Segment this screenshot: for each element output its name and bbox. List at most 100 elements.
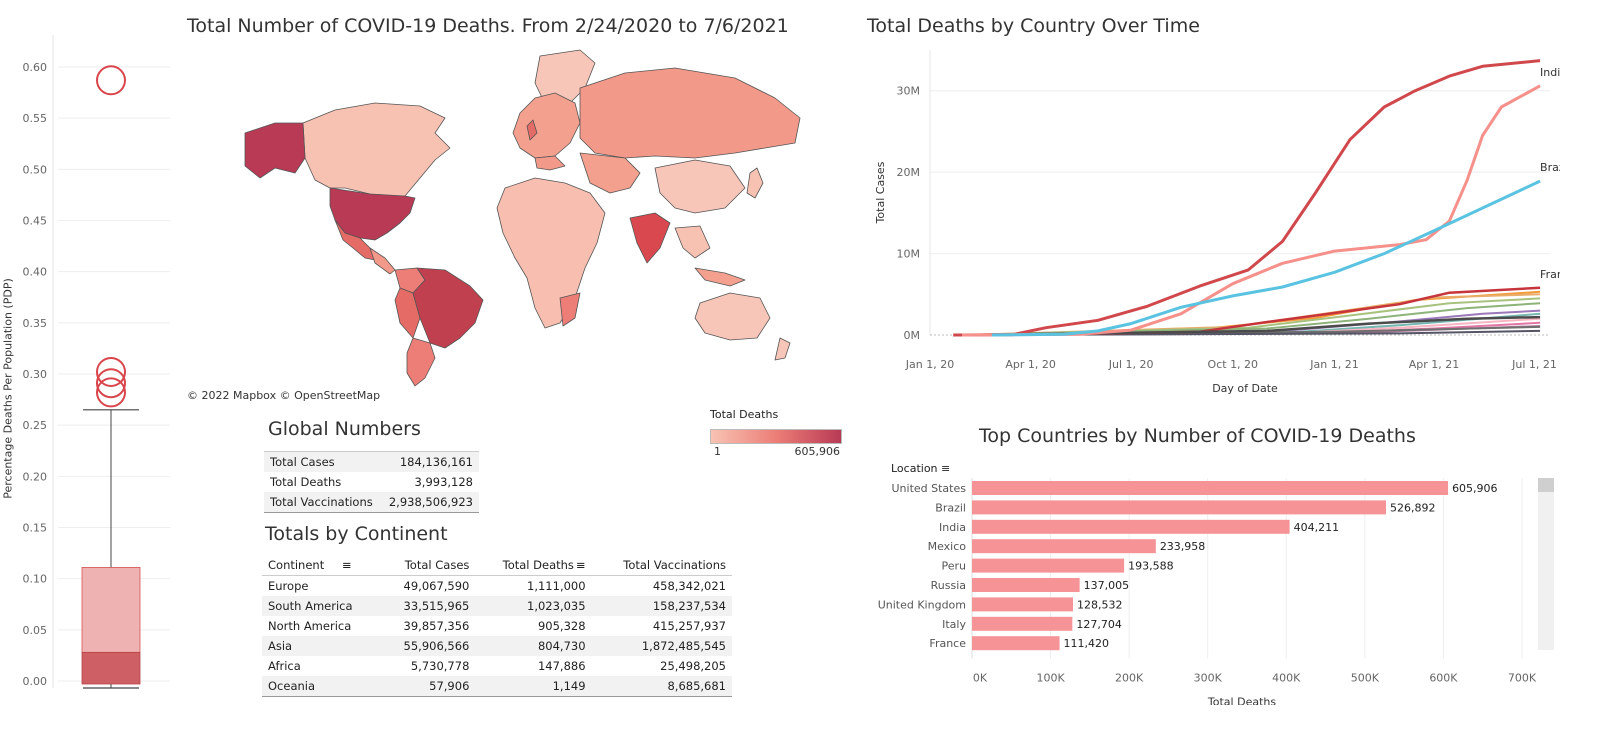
table-cell: 804,730	[475, 636, 592, 656]
bar-location-header[interactable]: Location ≡	[891, 462, 951, 475]
category-label[interactable]: Brazil	[935, 501, 966, 514]
table-cell: 905,328	[537, 619, 586, 633]
bar[interactable]	[972, 558, 1125, 573]
table-cell: South America	[262, 596, 381, 616]
outlier-point[interactable]	[96, 377, 126, 408]
series-line[interactable]	[961, 84, 1541, 337]
map-india[interactable]	[629, 212, 671, 264]
x-tick-label: Jan 1, 21	[1309, 358, 1358, 371]
outlier-point[interactable]	[96, 65, 126, 96]
global-numbers-title: Global Numbers	[268, 418, 421, 440]
x-tick-label: Jan 1, 20	[905, 358, 954, 371]
table-row: Total Cases 184,136,161	[264, 451, 479, 472]
y-tick-label: 0.55	[23, 112, 48, 125]
map-argentina[interactable]	[406, 337, 436, 387]
category-label[interactable]: United States	[892, 482, 967, 495]
map-legend-min: 1	[714, 445, 721, 458]
category-label[interactable]: Peru	[941, 560, 966, 573]
map-canada[interactable]	[302, 102, 451, 199]
x-tick-label: 700K	[1508, 672, 1537, 685]
table-cell: 415,257,937	[652, 619, 726, 633]
y-tick-label: 0.60	[23, 61, 48, 74]
table-cell: 57,906	[380, 676, 476, 697]
bar-chart[interactable]: 0K 100K 200K 300K 400K 500K 600K 700K United Sta…	[860, 470, 1560, 705]
bar[interactable]	[972, 481, 1449, 495]
bar[interactable]	[972, 539, 1156, 554]
box-lower[interactable]	[81, 651, 141, 685]
table-cell: 8,685,681	[591, 676, 732, 697]
map-attribution[interactable]: © 2022 Mapbox © OpenStreetMap	[187, 389, 381, 402]
category-label[interactable]: Italy	[942, 618, 966, 631]
line-chart[interactable]: 0M 10M 20M 30M Jan 1, 20 Apr 1, 20 Jul 1, 20 Oc…	[860, 45, 1560, 400]
table-row: Total Vaccinations 2,938,506,923	[264, 492, 479, 513]
table-cell: 55,906,566	[380, 636, 476, 656]
y-tick-label: 0.40	[23, 266, 48, 279]
category-label[interactable]: Mexico	[928, 540, 967, 553]
map-africa[interactable]	[496, 177, 606, 329]
series-line[interactable]	[964, 315, 1541, 337]
category-label[interactable]: United Kingdom	[878, 598, 966, 611]
category-label[interactable]: India	[939, 521, 966, 534]
table-row: Oceania 57,906 1,149 8,685,681	[262, 676, 732, 697]
map-europe[interactable]	[512, 92, 581, 159]
map-alaska[interactable]	[244, 122, 306, 179]
x-tick-label: Apr 1, 21	[1409, 358, 1460, 371]
table-cell: 1,872,485,545	[591, 636, 732, 656]
map-russia[interactable]	[579, 67, 801, 159]
x-tick-label: 500K	[1351, 672, 1380, 685]
deaths-header[interactable]: Total Deaths ≡	[475, 555, 592, 576]
bar[interactable]	[972, 578, 1080, 592]
bar[interactable]	[972, 500, 1386, 515]
table-row: South America 33,515,965 1,023,035 158,237,…	[262, 596, 732, 616]
table-cell: North America	[268, 619, 352, 633]
table-cell: 1,149	[475, 676, 592, 697]
y-axis-label: Total Cases	[874, 161, 887, 224]
world-map[interactable]	[235, 48, 810, 388]
map-title: Total Number of COVID-19 Deaths. From 2/…	[187, 15, 789, 37]
x-axis-label: Day of Date	[1212, 382, 1278, 395]
continent-header[interactable]: Continent ≡	[262, 555, 381, 576]
bar-scrollbar-thumb[interactable]	[1538, 478, 1554, 492]
table-cell: 33,515,965	[380, 596, 476, 616]
cases-header[interactable]: Total Cases	[380, 555, 476, 576]
category-label[interactable]: Russia	[931, 579, 966, 592]
y-tick-label: 30M	[897, 85, 921, 98]
bar-scrollbar[interactable]	[1538, 478, 1554, 650]
box-upper[interactable]	[81, 567, 141, 653]
x-tick-label: 200K	[1115, 672, 1144, 685]
sort-icon[interactable]: ≡	[341, 558, 352, 572]
sort-icon[interactable]: ≡	[941, 462, 951, 475]
x-tick-label: 100K	[1036, 672, 1065, 685]
table-cell: Africa	[268, 659, 301, 673]
bar[interactable]	[972, 597, 1073, 612]
y-tick-label: 10M	[897, 248, 921, 261]
bar[interactable]	[972, 519, 1290, 534]
vaccinations-header[interactable]: Total Vaccinations	[591, 555, 732, 576]
outlier-point[interactable]	[96, 356, 126, 387]
y-tick-label: 0.10	[23, 573, 48, 586]
bar[interactable]	[972, 636, 1060, 651]
series-line[interactable]	[953, 59, 1541, 337]
table-cell: 147,886	[537, 659, 586, 673]
map-legend-max: 605,906	[794, 445, 841, 458]
x-tick-label: 600K	[1429, 672, 1458, 685]
y-tick-label: 0.20	[23, 470, 48, 483]
outlier-point[interactable]	[96, 368, 126, 399]
y-tick-label: 0.15	[23, 522, 48, 535]
x-tick-label: 400K	[1272, 672, 1301, 685]
x-tick-label: 300K	[1194, 672, 1223, 685]
category-label[interactable]: France	[929, 637, 966, 650]
bar[interactable]	[972, 616, 1073, 631]
series-line[interactable]	[991, 179, 1541, 337]
x-tick-label: Apr 1, 20	[1005, 358, 1056, 371]
series-line[interactable]	[964, 302, 1541, 336]
data-label: 193,588	[1128, 560, 1174, 573]
x-axis-label: Total Deaths	[1207, 696, 1276, 705]
map-legend-title: Total Deaths	[710, 408, 779, 421]
map-china[interactable]	[654, 159, 746, 214]
sort-icon[interactable]: ≡	[575, 558, 586, 572]
map-australia[interactable]	[694, 292, 771, 341]
table-cell: 49,067,590	[403, 579, 470, 593]
map-brazil[interactable]	[412, 267, 484, 349]
continents-title: Totals by Continent	[265, 523, 448, 545]
